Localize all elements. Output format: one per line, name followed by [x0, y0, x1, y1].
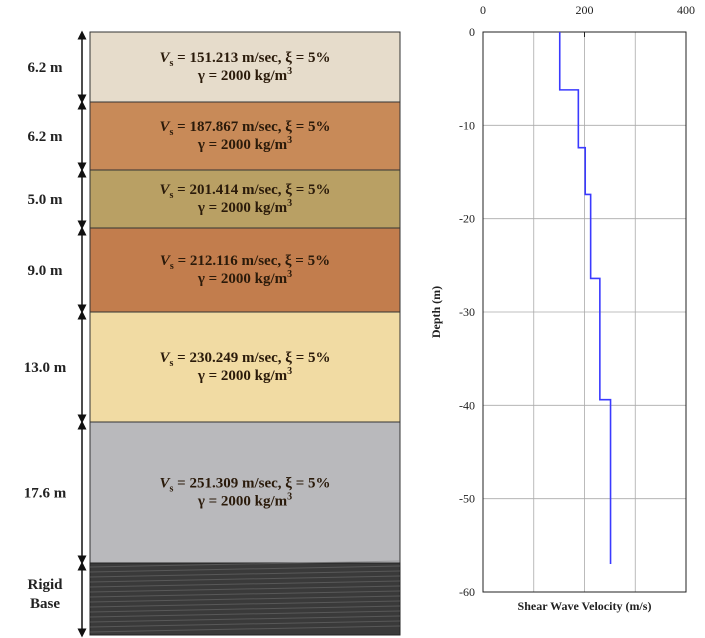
- density-superscript: 3: [287, 198, 292, 209]
- density-text: γ = 2000 kg/m: [197, 368, 288, 384]
- density-text: γ = 2000 kg/m: [197, 494, 288, 510]
- density-superscript: 3: [287, 366, 292, 377]
- y-tick-label: -60: [459, 585, 475, 599]
- velocity-subscript: s: [170, 261, 174, 272]
- velocity-label: Vs = 151.213 m/sec, ξ = 5%: [159, 50, 330, 69]
- soil-layer: [89, 421, 401, 564]
- velocity-label: Vs = 230.249 m/sec, ξ = 5%: [159, 350, 330, 369]
- density-superscript: 3: [287, 135, 292, 146]
- velocity-profile: [558, 32, 612, 564]
- velocity-subscript: s: [170, 58, 174, 69]
- velocity-text: = 230.249 m/sec, ξ = 5%: [173, 350, 330, 366]
- y-tick-label: -20: [459, 212, 475, 226]
- velocity-subscript: s: [170, 358, 174, 369]
- velocity-symbol: V: [159, 350, 171, 366]
- x-tick-label: 0: [480, 3, 486, 17]
- layer-thickness: 17.6 m: [24, 486, 67, 502]
- base-texture: [89, 590, 401, 598]
- density-text: γ = 2000 kg/m: [197, 137, 288, 153]
- base-texture: [89, 570, 401, 578]
- y-tick-label: -10: [459, 118, 475, 132]
- soil-layer: [89, 101, 401, 171]
- velocity-subscript: s: [170, 190, 174, 201]
- soil-layer: [89, 31, 401, 103]
- base-texture: [89, 620, 401, 628]
- base-texture: [89, 610, 401, 618]
- layer-thickness: 9.0 m: [28, 263, 64, 279]
- base-texture: [89, 575, 401, 583]
- velocity-subscript: s: [170, 484, 174, 495]
- density-label: γ = 2000 kg/m3: [197, 492, 292, 510]
- y-tick-label: -30: [459, 305, 475, 319]
- velocity-label: Vs = 201.414 m/sec, ξ = 5%: [159, 182, 330, 201]
- layer-thickness: 6.2 m: [28, 60, 64, 76]
- velocity-text: = 251.309 m/sec, ξ = 5%: [173, 476, 330, 492]
- density-label: γ = 2000 kg/m3: [197, 198, 292, 216]
- base-texture: [89, 615, 401, 623]
- base-texture: [89, 605, 401, 613]
- velocity-symbol: V: [159, 476, 171, 492]
- density-label: γ = 2000 kg/m3: [197, 135, 292, 153]
- x-axis-label: Shear Wave Velocity (m/s): [518, 599, 652, 613]
- velocity-symbol: V: [160, 253, 172, 269]
- base-texture: [89, 595, 401, 603]
- base-texture: [89, 585, 401, 593]
- x-tick-label: 400: [677, 3, 695, 17]
- velocity-subscript: s: [170, 127, 174, 138]
- y-tick-label: 0: [469, 25, 475, 39]
- density-label: γ = 2000 kg/m3: [197, 66, 292, 84]
- density-label: γ = 2000 kg/m3: [197, 366, 292, 384]
- density-label: γ = 2000 kg/m3: [197, 269, 292, 287]
- density-superscript: 3: [287, 66, 292, 77]
- y-tick-label: -50: [459, 492, 475, 506]
- velocity-text: = 187.867 m/sec, ξ = 5%: [173, 119, 330, 135]
- layer-thickness: 6.2 m: [28, 129, 64, 145]
- soil-layer: [89, 169, 401, 229]
- base-texture: [89, 625, 401, 633]
- layer-thickness: 13.0 m: [24, 360, 67, 376]
- base-texture: [89, 580, 401, 588]
- soil-layer: [89, 227, 401, 313]
- velocity-text: = 201.414 m/sec, ξ = 5%: [173, 182, 330, 198]
- velocity-text: = 151.213 m/sec, ξ = 5%: [173, 50, 330, 66]
- plot-frame: [482, 31, 687, 593]
- velocity-text: = 212.116 m/sec, ξ = 5%: [174, 253, 330, 269]
- density-superscript: 3: [287, 492, 292, 503]
- x-tick-label: 200: [576, 3, 594, 17]
- y-tick-label: -40: [459, 398, 475, 412]
- layer-thickness: 5.0 m: [28, 192, 64, 208]
- y-axis-label: Depth (m): [429, 286, 443, 338]
- velocity-symbol: V: [159, 50, 171, 66]
- velocity-symbol: V: [159, 182, 171, 198]
- base-texture: [89, 600, 401, 608]
- base-label: Rigid: [27, 577, 63, 593]
- density-text: γ = 2000 kg/m: [197, 200, 288, 216]
- density-superscript: 3: [287, 269, 292, 280]
- velocity-label: Vs = 251.309 m/sec, ξ = 5%: [159, 476, 330, 495]
- base-label: Base: [30, 596, 60, 612]
- soil-layer: [89, 311, 401, 423]
- density-text: γ = 2000 kg/m: [197, 271, 288, 287]
- base-texture: [89, 560, 401, 568]
- density-text: γ = 2000 kg/m: [197, 68, 288, 84]
- base-texture: [89, 565, 401, 573]
- velocity-label: Vs = 212.116 m/sec, ξ = 5%: [160, 253, 330, 272]
- velocity-symbol: V: [159, 119, 171, 135]
- velocity-label: Vs = 187.867 m/sec, ξ = 5%: [159, 119, 330, 138]
